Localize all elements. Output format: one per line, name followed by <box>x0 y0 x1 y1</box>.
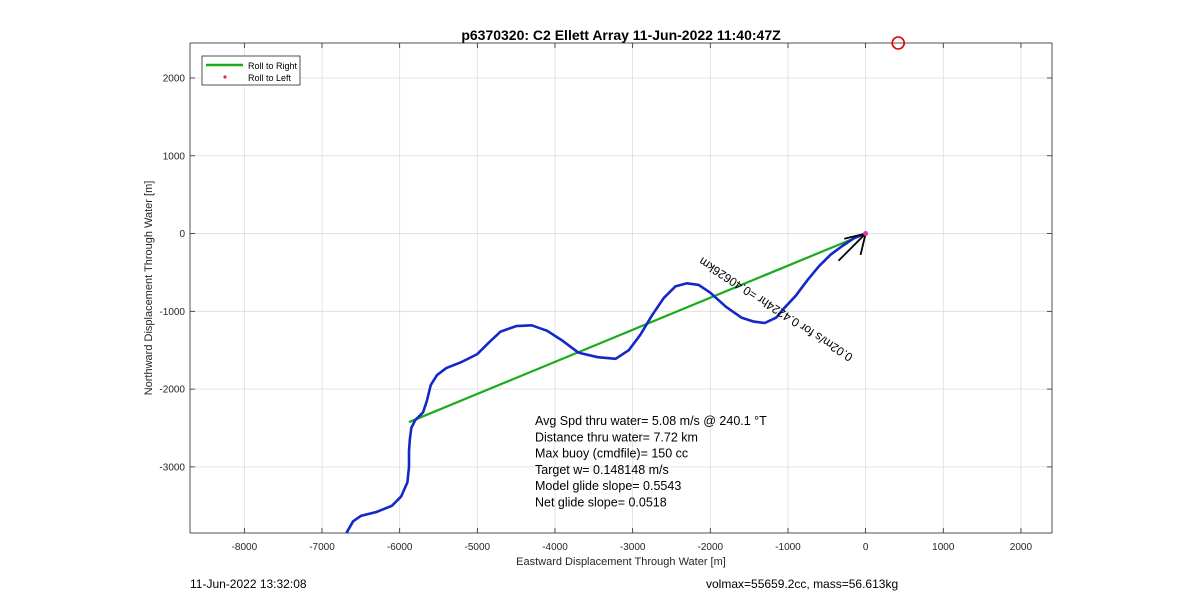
y-tick-label: -2000 <box>159 385 185 396</box>
y-tick-label: -3000 <box>159 462 185 473</box>
series-line-roll-right <box>408 232 867 423</box>
annotation-line: Model glide slope= 0.5543 <box>535 479 681 493</box>
legend-swatch-roll-left <box>223 75 227 79</box>
plot-area <box>189 42 1053 534</box>
y-tick-label: 0 <box>179 229 185 240</box>
x-tick-label: -4000 <box>542 542 568 553</box>
x-tick-label: 2000 <box>1010 542 1033 553</box>
series-line-track <box>345 232 867 534</box>
grid <box>190 43 1052 533</box>
x-tick-label: -7000 <box>309 542 335 553</box>
markers-layer <box>837 36 906 262</box>
x-tick-label: -8000 <box>232 542 258 553</box>
annotation-block: Avg Spd thru water= 5.08 m/s @ 240.1 °T D… <box>535 414 767 510</box>
tick-marks <box>190 43 1052 533</box>
annotation-line: Distance thru water= 7.72 km <box>535 430 698 444</box>
x-tick-label: -5000 <box>465 542 491 553</box>
annotation-line: Max buoy (cmdfile)= 150 cc <box>535 447 688 461</box>
legend-box <box>201 55 301 86</box>
x-tick-label: -3000 <box>620 542 646 553</box>
series-layer <box>345 232 867 534</box>
chart-title: p6370320: C2 Ellett Array 11-Jun-2022 11… <box>461 27 781 43</box>
x-tick-labels: -8000 -7000 -6000 -5000 -4000 -3000 -2000 -1000… <box>232 542 1033 553</box>
x-axis-label: Eastward Displacement Through Water [m] <box>516 556 726 568</box>
annotation-line: Avg Spd thru water= 5.08 m/s @ 240.1 °T <box>535 414 767 428</box>
surface-marker <box>891 36 906 50</box>
footer-timestamp: 11-Jun-2022 13:32:08 <box>190 577 307 591</box>
y-tick-label: 2000 <box>163 74 186 85</box>
legend-label-roll-right: Roll to Right <box>248 61 298 71</box>
legend: Roll to Right Roll to Left <box>201 55 301 86</box>
roll-left-points <box>863 231 869 237</box>
annotation-line: Target w= 0.148148 m/s <box>535 463 669 477</box>
annotation-line: Net glide slope= 0.0518 <box>535 496 667 510</box>
y-tick-label: 1000 <box>163 151 186 162</box>
y-tick-labels: -3000 -2000 -1000 0 1000 2000 <box>159 74 185 474</box>
legend-label-roll-left: Roll to Left <box>248 73 292 83</box>
x-tick-label: -1000 <box>775 542 801 553</box>
footer-info: volmax=55659.2cc, mass=56.613kg <box>706 577 899 591</box>
current-arrow <box>837 232 867 262</box>
x-tick-label: -2000 <box>698 542 724 553</box>
y-axis-label: Northward Displacement Through Water [m] <box>143 181 155 396</box>
y-tick-label: -1000 <box>159 307 185 318</box>
x-tick-label: 1000 <box>932 542 955 553</box>
x-tick-label: -6000 <box>387 542 413 553</box>
x-tick-label: 0 <box>863 542 869 553</box>
